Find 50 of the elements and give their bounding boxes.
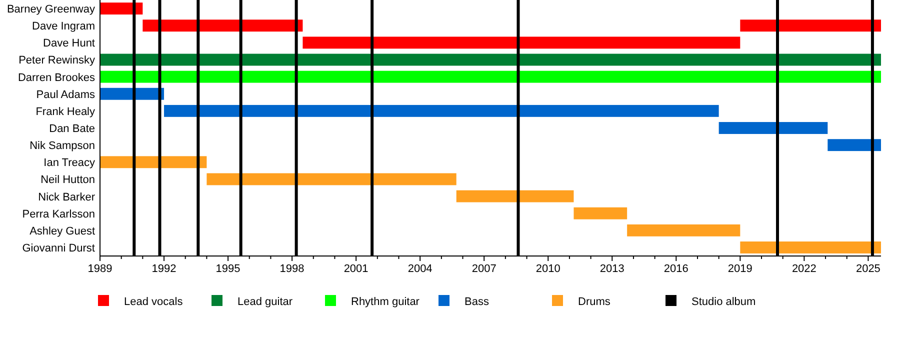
legend-label: Rhythm guitar (351, 296, 420, 308)
legend-label: Studio album (692, 296, 756, 308)
legend-label: Bass (464, 296, 490, 308)
y-tick-label: Ian Treacy (44, 157, 96, 170)
x-tick-label: 2010 (536, 263, 560, 275)
x-tick-label: 2004 (408, 263, 432, 275)
bar (574, 207, 628, 220)
y-tick-label: Paul Adams (36, 88, 96, 101)
bar (740, 241, 881, 254)
x-tick-label: 2022 (792, 263, 816, 275)
x-tick-label: 1992 (152, 263, 176, 275)
y-tick-label: Perra Karlsson (22, 208, 95, 220)
y-tick-label: Nik Sampson (30, 140, 95, 152)
bar (627, 224, 740, 236)
bar (828, 139, 881, 152)
x-tick-label: 2016 (664, 263, 688, 275)
bar (302, 36, 740, 49)
bar (100, 70, 881, 83)
x-tick-label: 1989 (88, 263, 112, 275)
x-tick-label: 2001 (344, 263, 368, 275)
bar (740, 20, 881, 32)
x-tick-label: 2007 (472, 263, 496, 275)
legend-label: Lead vocals (124, 296, 184, 308)
y-tick-label: Dave Hunt (43, 38, 95, 50)
legend-label: Drums (578, 296, 611, 308)
bar (456, 190, 574, 202)
bar (100, 54, 881, 66)
y-tick-label: Nick Barker (38, 191, 96, 204)
y-tick-label: Peter Rewinsky (18, 54, 96, 67)
y-tick-label: Darren Brookes (18, 72, 96, 84)
bar (142, 20, 303, 32)
y-tick-label: Giovanni Durst (22, 242, 95, 254)
bar (206, 173, 456, 186)
y-tick-label: Ashley Guest (30, 225, 95, 238)
y-tick-label: Dan Bate (49, 123, 95, 135)
y-tick-label: Dave Ingram (32, 20, 95, 33)
x-tick-label: 2025 (856, 263, 880, 275)
y-tick-label: Neil Hutton (40, 174, 95, 186)
bar (100, 2, 143, 15)
bar (100, 88, 164, 100)
x-tick-label: 1998 (280, 263, 304, 275)
x-tick-label: 2019 (728, 263, 752, 275)
bar (164, 104, 719, 117)
y-tick-label: Barney Greenway (6, 4, 96, 16)
x-tick-label: 2013 (600, 263, 624, 275)
y-tick-label: Frank Healy (36, 106, 96, 118)
legend-label: Lead guitar (238, 296, 293, 308)
bar (718, 122, 828, 134)
bar (100, 156, 207, 168)
x-tick-label: 1995 (216, 263, 240, 275)
